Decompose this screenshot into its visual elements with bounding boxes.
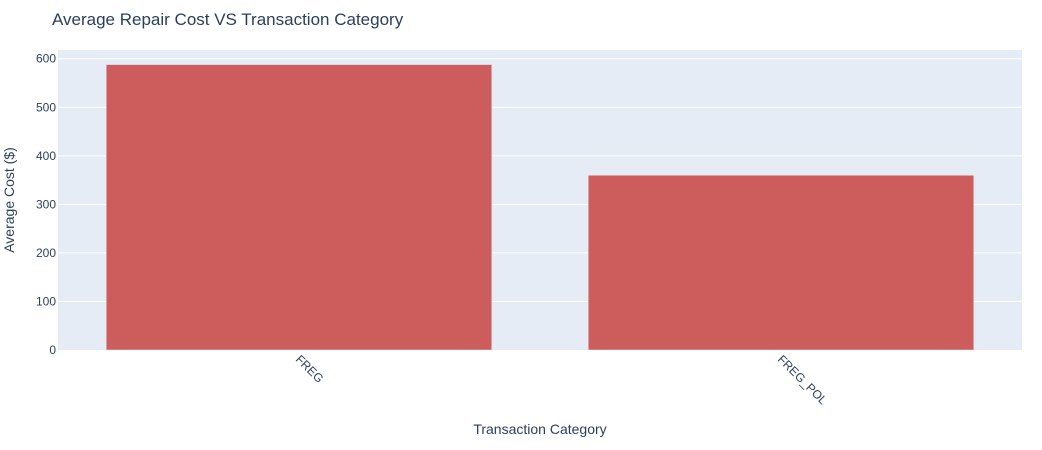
x-tick-label: FREG xyxy=(293,352,326,385)
y-axis-ticks: 0 100 200 300 400 500 600 xyxy=(36,52,56,357)
x-tick-label: FREG_POL xyxy=(775,352,830,407)
y-axis-title: Average Cost ($) xyxy=(1,147,17,253)
y-tick-label: 200 xyxy=(36,246,56,260)
y-tick-label: 0 xyxy=(49,343,56,357)
y-tick-label: 300 xyxy=(36,197,56,211)
bar-freg xyxy=(105,64,493,351)
bars xyxy=(105,64,975,351)
y-tick-label: 400 xyxy=(36,149,56,163)
y-tick-label: 500 xyxy=(36,100,56,114)
bar-freg-pol xyxy=(587,174,975,351)
y-tick-label: 100 xyxy=(36,294,56,308)
y-tick-label: 600 xyxy=(36,52,56,66)
x-axis-ticks: FREG FREG_POL xyxy=(293,352,830,407)
chart-title: Average Repair Cost VS Transaction Categ… xyxy=(52,10,404,29)
x-axis-title: Transaction Category xyxy=(473,421,606,437)
